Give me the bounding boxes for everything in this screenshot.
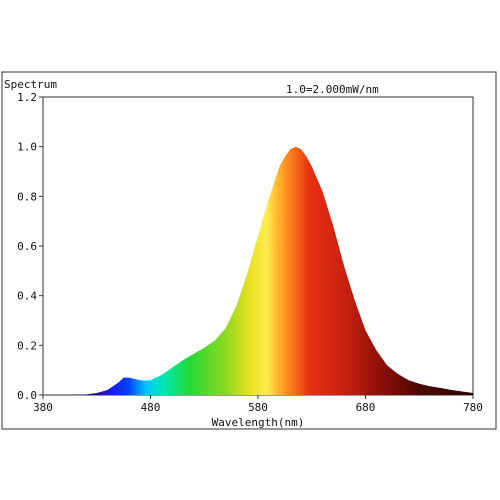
x-tick-label: 380 [33,401,53,414]
x-tick-label: 480 [141,401,161,414]
x-tick-label: 780 [463,401,483,414]
scale-annotation: 1.0=2.000mW/nm [286,83,379,96]
x-tick-label: 580 [248,401,268,414]
x-axis: 380 480 580 680 780 [33,395,483,414]
spectrum-fill-area [43,146,473,395]
y-axis-label: Spectrum [4,78,57,91]
y-tick-label: 1.0 [17,141,37,154]
y-tick-label: 0.6 [17,240,37,253]
y-tick-label: 1.2 [17,91,37,104]
chart-outer-border [1,71,497,430]
y-tick-label: 0.8 [17,190,37,203]
y-tick-label: 0.4 [17,290,37,303]
y-tick-label: 0.2 [17,339,37,352]
y-axis: 0.0 0.2 0.4 0.6 0.8 1.0 1.2 [17,91,43,402]
x-axis-label: Wavelength(nm) [212,416,305,429]
x-tick-label: 680 [356,401,376,414]
y-tick-label: 0.0 [17,389,37,402]
